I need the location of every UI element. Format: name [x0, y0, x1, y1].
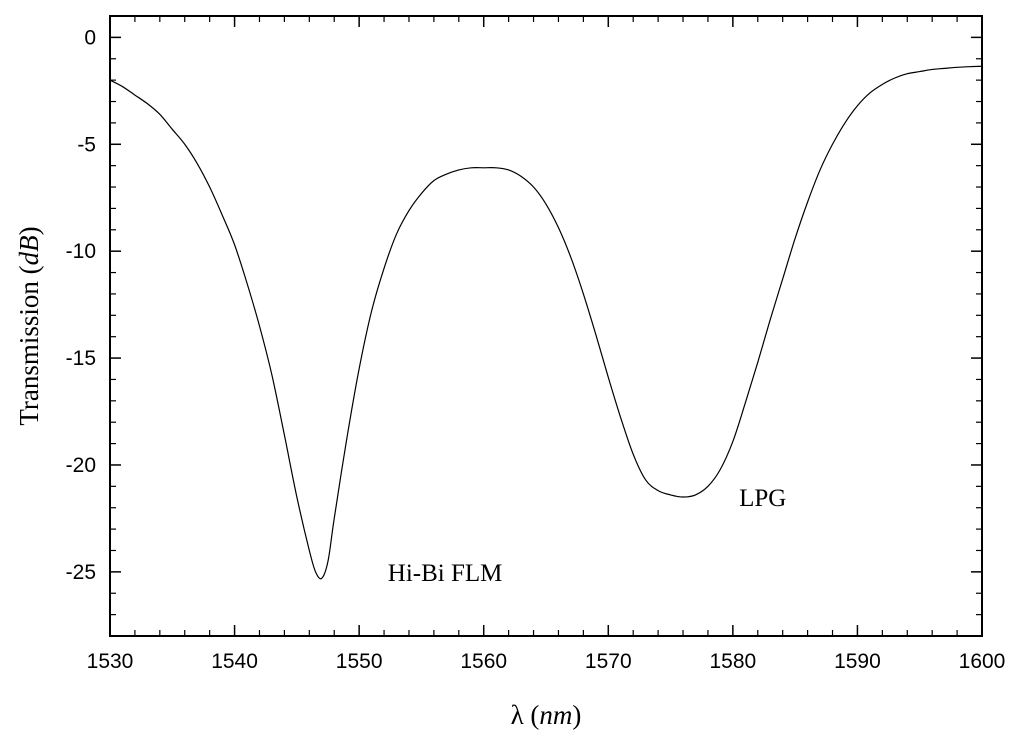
annotation-label: Hi-Bi FLM — [388, 560, 503, 587]
y-axis-text: Transmission — [14, 281, 44, 426]
plot-frame — [109, 15, 983, 637]
y-tick-label: 0 — [84, 26, 96, 49]
annotation-label: LPG — [739, 485, 786, 512]
y-axis-open-paren: ( — [14, 265, 44, 274]
x-axis-title: λ (nm) — [511, 700, 582, 730]
y-tick-label: -10 — [66, 240, 96, 263]
x-tick-label: 1590 — [834, 650, 881, 673]
y-tick-label: -15 — [66, 347, 96, 370]
x-tick-label: 1540 — [211, 650, 258, 673]
tick-labels: 1530 1540 1550 1560 1570 1580 1590 1600 0 -5 -10 -1… — [66, 26, 1006, 673]
x-tick-label: 1550 — [336, 650, 383, 673]
x-axis-close-paren: ) — [572, 700, 581, 730]
y-tick-label: -5 — [77, 133, 96, 156]
y-axis-title: Transmission (dB) — [14, 226, 44, 425]
x-tick-label: 1570 — [585, 650, 632, 673]
annotations: Hi-Bi FLM LPG — [388, 485, 787, 587]
y-tick-label: -20 — [66, 454, 96, 477]
x-tick-label: 1560 — [460, 650, 507, 673]
x-axis-unit: nm — [539, 700, 572, 730]
x-tick-label: 1580 — [709, 650, 756, 673]
y-tick-label: -25 — [66, 561, 96, 584]
x-axis-symbol: λ — [511, 700, 524, 730]
series-line — [109, 65, 983, 580]
y-axis-unit: dB — [14, 235, 44, 265]
tick-marks — [109, 15, 983, 637]
x-tick-label: 1530 — [87, 650, 134, 673]
x-tick-label: 1600 — [959, 650, 1006, 673]
y-axis-close-paren: ) — [14, 226, 44, 235]
x-axis-open-paren: ( — [530, 700, 539, 730]
